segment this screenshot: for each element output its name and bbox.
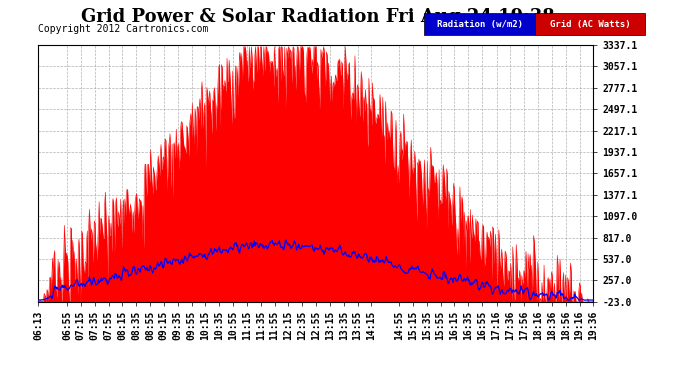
- Text: Copyright 2012 Cartronics.com: Copyright 2012 Cartronics.com: [38, 24, 208, 34]
- Text: Radiation (w/m2): Radiation (w/m2): [437, 20, 522, 28]
- Text: Grid (AC Watts): Grid (AC Watts): [550, 20, 630, 28]
- Text: Grid Power & Solar Radiation Fri Aug 24 19:38: Grid Power & Solar Radiation Fri Aug 24 …: [81, 8, 554, 26]
